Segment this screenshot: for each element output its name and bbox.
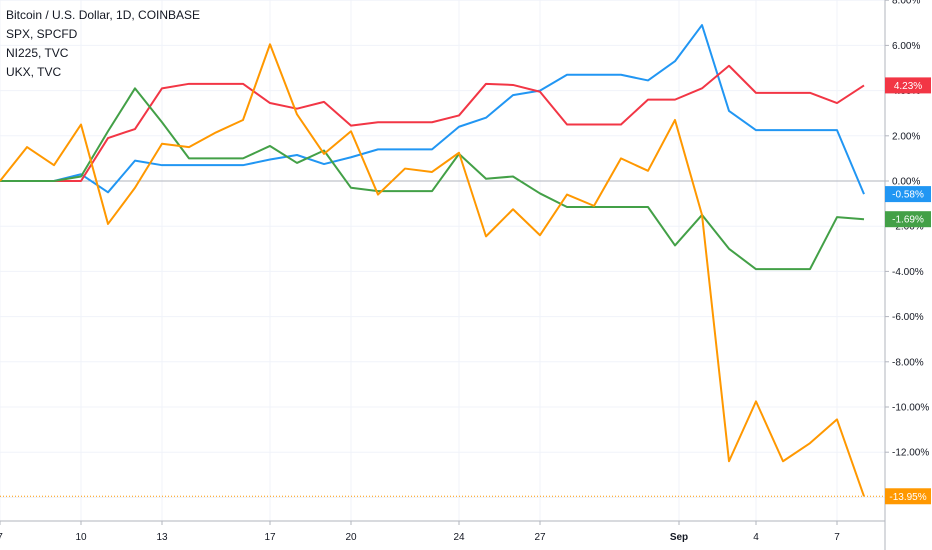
series-line-spx[interactable] (0, 24, 865, 195)
x-axis[interactable]: 7 10 13 17 20 24 27 Sep 4 7 (0, 520, 885, 543)
last-value-label-btc: -13.95% (889, 492, 926, 503)
y-tick-label: -4.00% (892, 267, 924, 278)
y-tick-label: 8.00% (892, 0, 920, 7)
x-tick-label: 20 (345, 532, 357, 543)
last-value-label-ni225: 4.23% (894, 81, 922, 92)
x-tick-label: 24 (453, 532, 465, 543)
grid (0, 0, 885, 550)
last-value-label-spx: -0.58% (892, 190, 924, 201)
y-tick-label: 2.00% (892, 131, 920, 142)
legend: Bitcoin / U.S. Dollar, 1D, COINBASE SPX,… (6, 6, 200, 82)
last-value-tags: -0.58% 4.23% -1.69% -13.95% (885, 77, 931, 505)
x-tick-label: 7 (834, 532, 840, 543)
y-tick-label: -10.00% (892, 403, 929, 414)
legend-btc[interactable]: Bitcoin / U.S. Dollar, 1D, COINBASE (6, 8, 201, 22)
series-group (0, 24, 865, 497)
last-value-tag-ukx (885, 211, 931, 228)
x-tick-label: Sep (670, 532, 688, 543)
series-line-ni225[interactable] (0, 64, 865, 182)
y-tick-label: -6.00% (892, 312, 924, 323)
x-tick-label: 4 (753, 532, 759, 543)
y-tick-label: -8.00% (892, 357, 924, 368)
x-tick-label: 7 (0, 532, 3, 543)
last-value-label-ukx: -1.69% (892, 215, 924, 226)
last-value-tag-ni225 (885, 77, 931, 94)
x-tick-label: 10 (75, 532, 87, 543)
plot-background (0, 0, 885, 550)
series-line-ukx[interactable] (0, 87, 865, 271)
x-tick-label: 13 (156, 532, 168, 543)
x-tick-label: 17 (264, 532, 276, 543)
last-value-tag-btc (885, 488, 931, 505)
legend-spx[interactable]: SPX, SPCFD (6, 27, 78, 41)
y-tick-label: 6.00% (892, 41, 920, 52)
y-tick-label: 0.00% (892, 177, 920, 188)
legend-ni225[interactable]: NI225, TVC (6, 46, 69, 60)
x-tick-label: 27 (534, 532, 546, 543)
y-tick-label: -12.00% (892, 448, 929, 459)
y-tick-label: -2.00% (892, 222, 924, 233)
last-value-tag-spx (885, 186, 931, 203)
legend-ukx[interactable]: UKX, TVC (6, 65, 62, 79)
series-line-btc[interactable] (0, 43, 865, 497)
